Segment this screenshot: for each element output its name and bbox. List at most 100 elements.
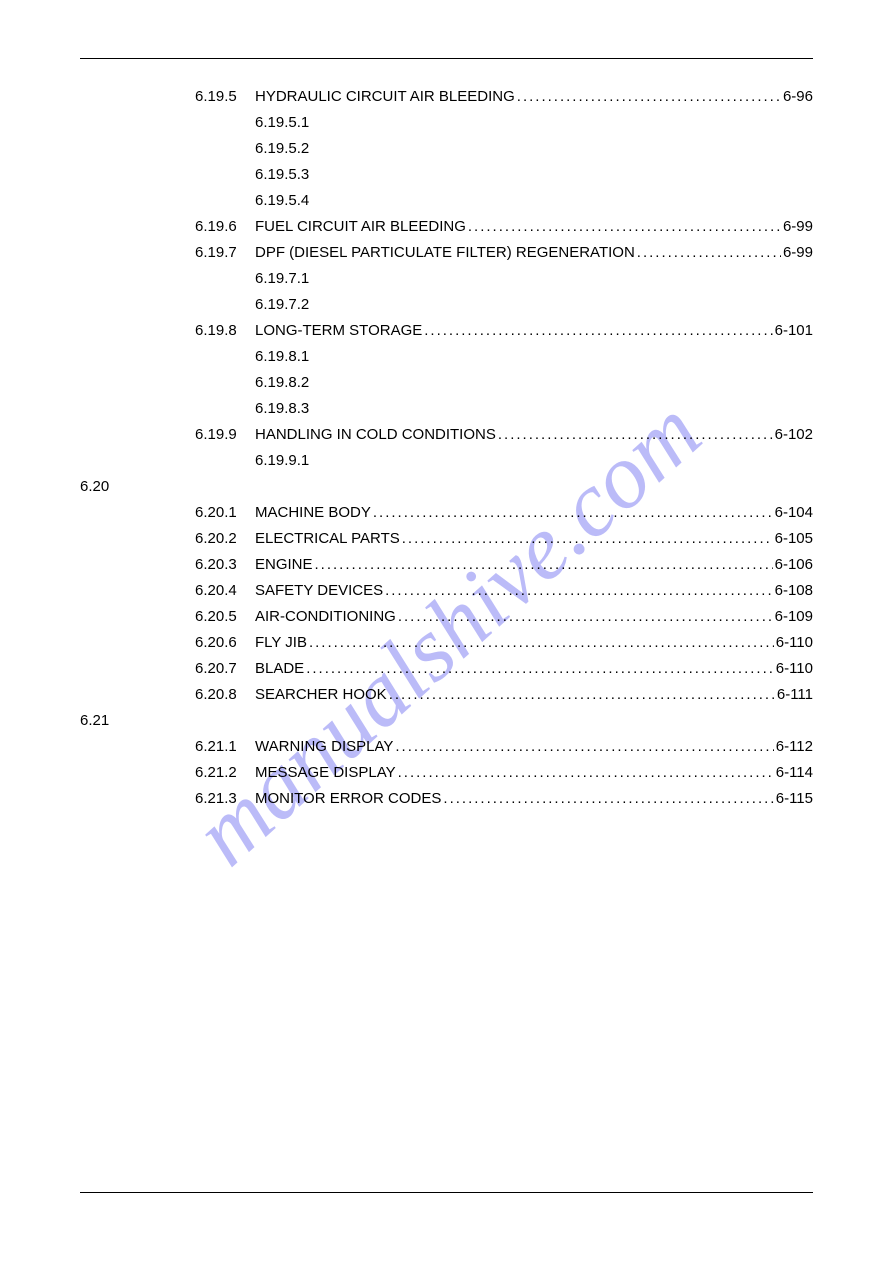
toc-l2-number: 6.20.5 [195, 605, 255, 629]
toc-title: BLADE [255, 657, 306, 681]
toc-page-number: 6-114 [774, 761, 813, 785]
toc-l2-number: 6.19.5 [195, 85, 255, 109]
toc-l2-number: 6.20.1 [195, 501, 255, 525]
toc-l3-number: 6.19.5.2 [255, 137, 309, 161]
toc-row: 6.19.5HYDRAULIC CIRCUIT AIR BLEEDING....… [80, 85, 813, 109]
toc-title: ENGINE [255, 553, 315, 577]
toc-row: 6.20.3ENGINE............................… [80, 553, 813, 577]
toc-row: 6.20.1MACHINE BODY......................… [80, 501, 813, 525]
toc-row: 6.19.5.4 [80, 189, 813, 213]
toc-title: FLY JIB [255, 631, 309, 655]
toc-page-number: 6-110 [774, 631, 813, 655]
toc-leader-dots: ........................................… [309, 631, 774, 655]
toc-l2-number: 6.21.3 [195, 787, 255, 811]
toc-title: MONITOR ERROR CODES [255, 787, 443, 811]
top-rule [80, 58, 813, 59]
toc-page-number: 6-106 [773, 553, 813, 577]
toc-leader-dots: ........................................… [398, 605, 773, 629]
toc-page-number: 6-96 [781, 85, 813, 109]
page: manualshive.com 6.19.5HYDRAULIC CIRCUIT … [0, 0, 893, 1263]
toc-page-number: 6-115 [774, 787, 813, 811]
toc-leader-dots: ........................................… [315, 553, 773, 577]
toc-l2-number: 6.20.3 [195, 553, 255, 577]
toc-l3-number: 6.19.5.3 [255, 163, 309, 187]
toc-page-number: 6-108 [773, 579, 813, 603]
toc-page-number: 6-111 [775, 683, 813, 707]
toc-l2-number: 6.19.6 [195, 215, 255, 239]
toc-row: 6.19.6FUEL CIRCUIT AIR BLEEDING.........… [80, 215, 813, 239]
toc-page-number: 6-99 [781, 241, 813, 265]
toc-row: 6.19.9.1 [80, 449, 813, 473]
toc-row: 6.19.8LONG-TERM STORAGE.................… [80, 319, 813, 343]
toc-row: 6.20.5AIR-CONDITIONING..................… [80, 605, 813, 629]
toc-l3-number: 6.19.5.1 [255, 111, 309, 135]
toc-row: 6.19.8.1 [80, 345, 813, 369]
toc-l1-number: 6.21 [80, 709, 195, 733]
toc-leader-dots: ........................................… [637, 241, 781, 265]
toc-leader-dots: ........................................… [395, 735, 773, 759]
toc-l2-number: 6.21.2 [195, 761, 255, 785]
toc-leader-dots: ........................................… [373, 501, 773, 525]
toc-title: MESSAGE DISPLAY [255, 761, 398, 785]
toc-title: SAFETY DEVICES [255, 579, 385, 603]
toc-row: 6.19.8.3 [80, 397, 813, 421]
toc-l1-number: 6.20 [80, 475, 195, 499]
toc-leader-dots: ........................................… [402, 527, 773, 551]
toc-l2-number: 6.20.7 [195, 657, 255, 681]
toc-leader-dots: ........................................… [389, 683, 775, 707]
toc-l3-number: 6.19.8.3 [255, 397, 309, 421]
toc-l3-number: 6.19.7.2 [255, 293, 309, 317]
toc-l2-number: 6.20.2 [195, 527, 255, 551]
table-of-contents: 6.19.5HYDRAULIC CIRCUIT AIR BLEEDING....… [80, 85, 813, 811]
toc-title: FUEL CIRCUIT AIR BLEEDING [255, 215, 468, 239]
toc-page-number: 6-110 [774, 657, 813, 681]
toc-l2-number: 6.20.4 [195, 579, 255, 603]
toc-row: 6.19.9HANDLING IN COLD CONDITIONS.......… [80, 423, 813, 447]
toc-leader-dots: ........................................… [443, 787, 773, 811]
toc-title: ELECTRICAL PARTS [255, 527, 402, 551]
toc-row: 6.20.4SAFETY DEVICES....................… [80, 579, 813, 603]
toc-row: 6.19.7.2 [80, 293, 813, 317]
toc-l3-number: 6.19.8.1 [255, 345, 309, 369]
toc-page-number: 6-104 [773, 501, 813, 525]
toc-row: 6.21.3MONITOR ERROR CODES...............… [80, 787, 813, 811]
toc-l2-number: 6.20.8 [195, 683, 255, 707]
toc-title: LONG-TERM STORAGE [255, 319, 424, 343]
toc-page-number: 6-105 [773, 527, 813, 551]
toc-page-number: 6-99 [781, 215, 813, 239]
toc-leader-dots: ........................................… [517, 85, 781, 109]
toc-l3-number: 6.19.5.4 [255, 189, 309, 213]
toc-row: 6.20 [80, 475, 813, 499]
toc-row: 6.19.8.2 [80, 371, 813, 395]
bottom-rule [80, 1192, 813, 1193]
toc-row: 6.19.5.3 [80, 163, 813, 187]
toc-leader-dots: ........................................… [424, 319, 772, 343]
toc-l2-number: 6.21.1 [195, 735, 255, 759]
toc-leader-dots: ........................................… [498, 423, 773, 447]
toc-row: 6.20.7BLADE.............................… [80, 657, 813, 681]
toc-row: 6.20.6FLY JIB...........................… [80, 631, 813, 655]
toc-leader-dots: ........................................… [398, 761, 774, 785]
toc-row: 6.21.1WARNING DISPLAY...................… [80, 735, 813, 759]
toc-title: AIR-CONDITIONING [255, 605, 398, 629]
toc-row: 6.20.2ELECTRICAL PARTS..................… [80, 527, 813, 551]
toc-row: 6.19.5.1 [80, 111, 813, 135]
toc-row: 6.21 [80, 709, 813, 733]
toc-title: SEARCHER HOOK [255, 683, 389, 707]
toc-row: 6.19.7.1 [80, 267, 813, 291]
toc-l2-number: 6.19.7 [195, 241, 255, 265]
toc-page-number: 6-102 [773, 423, 813, 447]
toc-l3-number: 6.19.7.1 [255, 267, 309, 291]
toc-page-number: 6-112 [774, 735, 813, 759]
toc-page-number: 6-101 [773, 319, 813, 343]
toc-row: 6.21.2MESSAGE DISPLAY...................… [80, 761, 813, 785]
toc-title: WARNING DISPLAY [255, 735, 395, 759]
toc-l3-number: 6.19.9.1 [255, 449, 309, 473]
toc-title: HYDRAULIC CIRCUIT AIR BLEEDING [255, 85, 517, 109]
toc-row: 6.19.5.2 [80, 137, 813, 161]
toc-title: MACHINE BODY [255, 501, 373, 525]
toc-l3-number: 6.19.8.2 [255, 371, 309, 395]
toc-row: 6.19.7DPF (DIESEL PARTICULATE FILTER) RE… [80, 241, 813, 265]
toc-leader-dots: ........................................… [385, 579, 773, 603]
toc-title: DPF (DIESEL PARTICULATE FILTER) REGENERA… [255, 241, 637, 265]
